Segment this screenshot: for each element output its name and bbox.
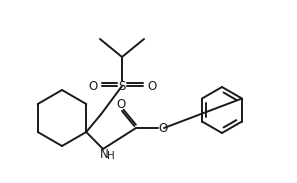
- Text: O: O: [158, 122, 168, 135]
- Text: H: H: [107, 151, 115, 161]
- Text: O: O: [116, 98, 126, 111]
- Text: O: O: [147, 79, 157, 92]
- Text: S: S: [118, 79, 126, 92]
- Text: O: O: [89, 79, 98, 92]
- Text: N: N: [99, 148, 108, 162]
